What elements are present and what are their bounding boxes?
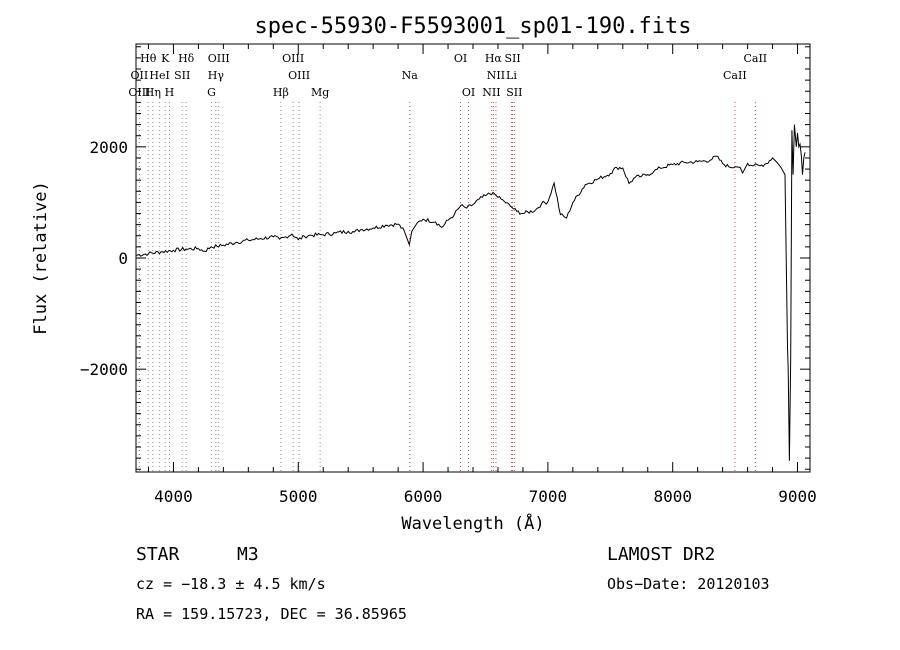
y-tick-label: −2000 (80, 360, 128, 379)
x-tick-label: 6000 (404, 487, 443, 506)
object-subclass: M3 (237, 544, 259, 565)
reference-line-label: Hα (485, 52, 503, 65)
reference-line-label: H (165, 86, 175, 99)
x-tick-label: 9000 (778, 487, 817, 506)
reference-line-label: OI (462, 86, 475, 99)
y-tick-label: 2000 (89, 138, 128, 157)
obs-date-text: Obs−Date: 20120103 (607, 575, 770, 593)
reference-line-label: OIII (208, 52, 230, 65)
reference-line-label: SII (506, 86, 522, 99)
reference-line-label: Na (402, 69, 419, 82)
x-tick-label: 4000 (154, 487, 193, 506)
reference-line-label: OIII (288, 69, 310, 82)
survey-name: LAMOST DR2 (607, 544, 715, 565)
reference-line-label: Hη (145, 86, 161, 99)
x-tick-label: 7000 (529, 487, 568, 506)
x-tick-label: 8000 (653, 487, 692, 506)
reference-line-label: NII (487, 69, 505, 82)
reference-line-label: OIII (128, 86, 150, 99)
x-axis-ticks: 4000 5000 6000 7000 8000 9000 (147, 44, 817, 506)
coordinates-text: RA = 159.15723, DEC = 36.85965 (136, 605, 407, 623)
y-axis-label: Flux (relative) (31, 181, 51, 335)
reference-line-label: OIII (282, 52, 304, 65)
plot-frame (135, 43, 811, 473)
y-tick-label: 0 (118, 249, 128, 268)
reference-line-label: Li (506, 69, 517, 82)
y-axis-ticks: −2000 0 2000 (80, 46, 810, 470)
reference-line-label: G (207, 86, 216, 99)
reference-lines (138, 102, 756, 472)
reference-line-label: NII (482, 86, 500, 99)
reference-line-label: K (161, 52, 170, 65)
x-tick-label: 5000 (279, 487, 318, 506)
redshift-text: cz = −18.3 ± 4.5 km/s (136, 575, 326, 593)
spectrum-line (135, 124, 806, 461)
reference-line-label: HeI (149, 69, 169, 82)
reference-line-label: OI (454, 52, 467, 65)
reference-line-label: Hβ (273, 86, 289, 99)
reference-line-label: Hδ (178, 52, 195, 65)
reference-line-label: CaII (743, 52, 767, 65)
reference-line-label: Hθ (140, 52, 157, 65)
reference-line-label: Hγ (208, 69, 225, 82)
x-axis-label: Wavelength (Å) (401, 512, 544, 534)
reference-line-label: CaII (723, 69, 747, 82)
reference-line-label: OII (131, 69, 149, 82)
reference-line-label: SII (504, 52, 520, 65)
chart-title: spec-55930-F5593001_sp01-190.fits (254, 14, 691, 39)
reference-line-label: Mg (311, 86, 329, 99)
object-class: STAR (136, 544, 180, 565)
reference-line-label: SII (174, 69, 190, 82)
